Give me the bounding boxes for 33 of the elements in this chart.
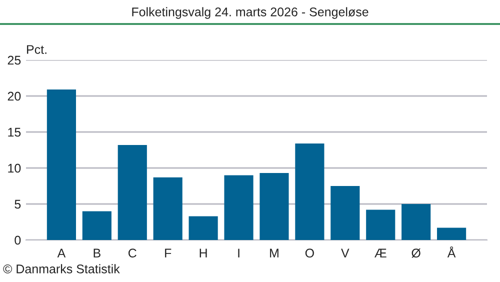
y-axis-title: Pct. <box>27 45 46 54</box>
y-tick-label: 10 <box>8 164 21 173</box>
x-tick-label: Å <box>447 246 456 258</box>
x-tick-label: Ø <box>412 248 421 258</box>
bar <box>118 144 147 240</box>
bar <box>295 144 324 240</box>
bar <box>153 177 182 240</box>
y-tick-label: 20 <box>8 92 21 101</box>
x-tick-label: Æ <box>374 248 386 258</box>
bar <box>366 210 396 240</box>
bar <box>330 186 360 240</box>
bar <box>260 173 289 240</box>
x-tick-label: O <box>305 248 314 258</box>
bar <box>46 90 76 240</box>
bar <box>437 228 466 240</box>
bar <box>402 204 431 240</box>
x-tick-label: H <box>200 248 207 258</box>
chart-title: Folketingsvalg 24. marts 2026 - Sengeløse <box>132 7 368 19</box>
bar <box>224 175 254 240</box>
y-tick-label: 0 <box>14 236 21 245</box>
x-tick-label: A <box>57 248 66 258</box>
y-tick-label: 25 <box>8 56 21 65</box>
x-tick-label: C <box>128 248 136 258</box>
x-tick-label: F <box>165 248 172 258</box>
bar <box>82 211 112 240</box>
y-tick-label: 5 <box>14 200 21 209</box>
bar <box>188 216 218 240</box>
x-tick-label: B <box>94 248 100 258</box>
x-tick-label: M <box>270 248 278 258</box>
x-tick-label: V <box>341 248 350 258</box>
text: © Danmarks Statistik <box>3 264 120 274</box>
y-tick-label: 15 <box>8 128 21 137</box>
x-tick-label: I <box>238 248 240 258</box>
